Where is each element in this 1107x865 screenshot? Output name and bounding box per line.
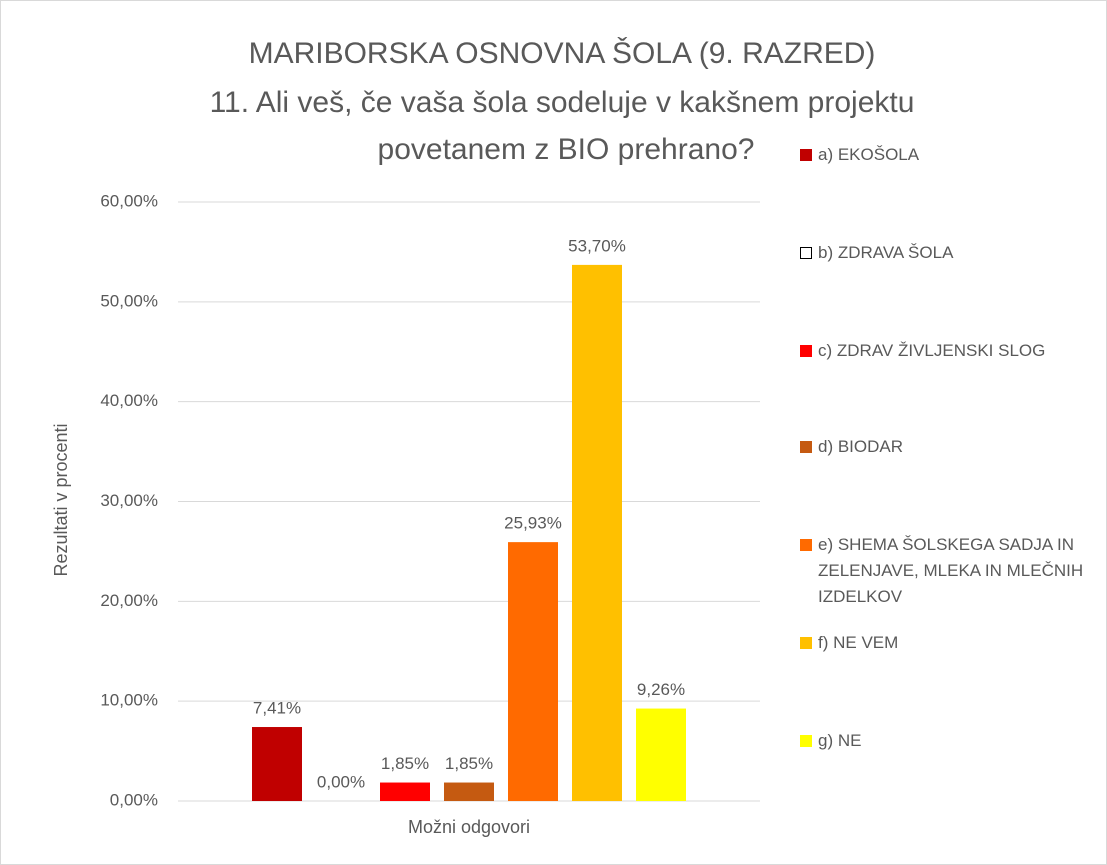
y-tick-label: 60,00% [100, 191, 158, 210]
y-tick-label: 30,00% [100, 491, 158, 510]
y-tick-label: 10,00% [100, 691, 158, 710]
legend-label: b) ZDRAVA ŠOLA [818, 243, 954, 262]
data-label: 53,70% [568, 236, 626, 255]
legend-swatch [800, 735, 812, 747]
legend-label: g) NE [818, 731, 862, 750]
legend-label: d) BIODAR [818, 437, 904, 456]
data-label: 1,85% [381, 754, 429, 773]
data-label: 25,93% [504, 514, 562, 533]
bar [380, 782, 430, 801]
y-tick-label: 50,00% [100, 291, 158, 310]
y-tick-label: 0,00% [110, 790, 158, 809]
data-label: 1,85% [445, 754, 493, 773]
legend-label: c) ZDRAV ŽIVLJENSKI SLOG [818, 341, 1046, 360]
bar [572, 264, 622, 801]
y-tick-label: 20,00% [100, 591, 158, 610]
legend-swatch [800, 539, 812, 551]
legend-label: f) NE VEM [818, 633, 899, 652]
bar [252, 727, 302, 801]
legend-label: a) EKOŠOLA [818, 145, 920, 164]
bar [636, 708, 686, 801]
bar [508, 542, 558, 801]
y-tick-label: 40,00% [100, 391, 158, 410]
data-label: 0,00% [317, 772, 365, 791]
legend-swatch [800, 345, 812, 357]
legend-swatch [800, 149, 812, 161]
legend-swatch [800, 247, 812, 259]
x-tick-label: Možni odgovori [408, 817, 530, 837]
y-axis-label: Rezultati v procenti [51, 423, 71, 576]
data-label: 7,41% [253, 699, 301, 718]
data-label: 9,26% [637, 680, 685, 699]
legend-swatch [800, 637, 812, 649]
chart-title: MARIBORSKA OSNOVNA ŠOLA (9. RAZRED) [249, 36, 876, 70]
legend-swatch [800, 441, 812, 453]
bar [444, 782, 494, 801]
chart-title: povetanem z BIO prehrano? [378, 133, 755, 166]
chart-title: 11. Ali veš, če vaša šola sodeluje v kak… [210, 86, 915, 119]
legend-label: e) SHEMA ŠOLSKEGA SADJA IN ZELENJAVE, ML… [818, 535, 1084, 606]
